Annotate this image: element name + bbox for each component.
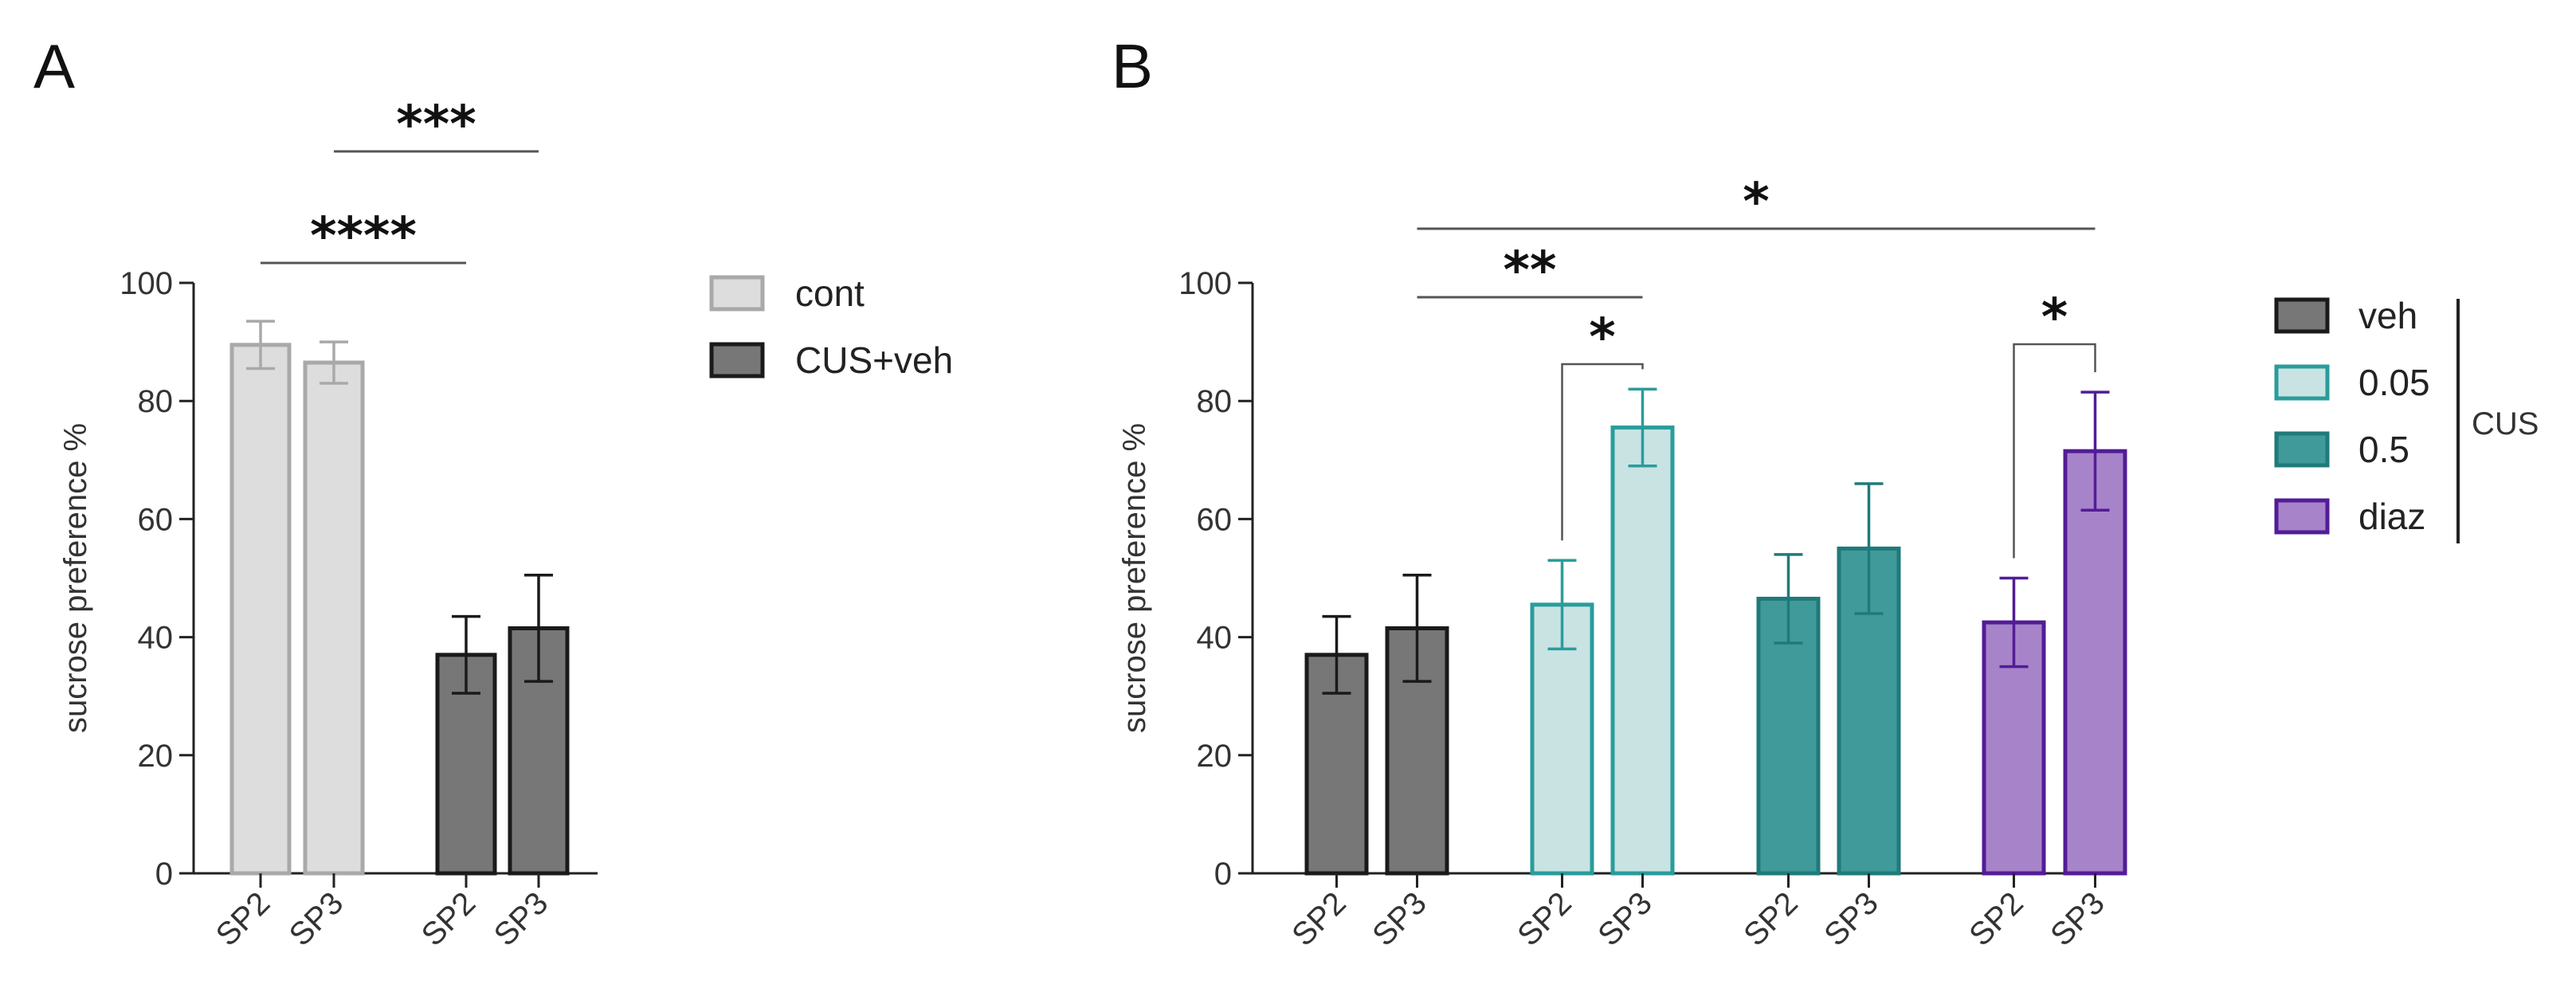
legend-swatch xyxy=(2274,431,2330,468)
y-axis-label: sucrose preference % xyxy=(1117,423,1152,733)
significance-stars: * xyxy=(1589,308,1615,367)
x-tick-label: SP3 xyxy=(2044,885,2111,953)
legend-label: 0.05 xyxy=(2358,362,2430,403)
legend-group-label: CUS xyxy=(2472,406,2539,441)
bar xyxy=(229,343,292,876)
legend-swatch xyxy=(709,275,765,312)
y-tick-label: 40 xyxy=(1197,621,1233,656)
x-tick-label: SP2 xyxy=(1511,885,1578,953)
bar xyxy=(2063,449,2127,876)
legend-swatch xyxy=(2274,498,2330,535)
y-tick-label: 20 xyxy=(1197,739,1233,774)
x-tick-label: SP2 xyxy=(1737,885,1805,953)
y-tick-label: 40 xyxy=(138,621,174,656)
y-tick-label: 80 xyxy=(138,384,174,419)
legend-label: 0.5 xyxy=(2358,429,2409,470)
x-tick-label: SP3 xyxy=(488,885,555,953)
x-tick-label: SP2 xyxy=(415,885,483,953)
bar xyxy=(303,360,365,876)
legend-label: veh xyxy=(2358,295,2417,336)
x-tick-label: SP3 xyxy=(1591,885,1659,953)
y-tick-label: 100 xyxy=(120,266,173,301)
legend-label: CUS+veh xyxy=(795,339,953,381)
y-tick-label: 20 xyxy=(138,739,174,774)
y-tick-label: 100 xyxy=(1178,266,1232,301)
y-tick-label: 60 xyxy=(1197,502,1233,537)
panel-label-a: A xyxy=(33,31,75,101)
y-tick-label: 0 xyxy=(155,857,173,892)
y-tick-label: 60 xyxy=(138,502,174,537)
legend-swatch xyxy=(2274,297,2330,334)
legend-swatch xyxy=(709,342,765,378)
significance-stars: **** xyxy=(310,207,417,266)
legend-label: cont xyxy=(795,273,865,314)
significance-stars: *** xyxy=(396,96,476,155)
y-tick-label: 0 xyxy=(1214,857,1232,892)
significance-bracket xyxy=(1561,363,1644,541)
y-axis-label: sucrose preference % xyxy=(58,423,93,733)
legend-label: diaz xyxy=(2358,496,2425,537)
x-tick-label: SP3 xyxy=(283,885,351,953)
significance-stars: ** xyxy=(1504,241,1557,300)
x-tick-label: SP3 xyxy=(1817,885,1885,953)
x-tick-label: SP3 xyxy=(1366,885,1433,953)
x-tick-label: SP2 xyxy=(210,885,277,953)
significance-bracket xyxy=(2013,343,2096,559)
bar xyxy=(1610,426,1675,876)
legend-swatch xyxy=(2274,364,2330,401)
significance-stars: * xyxy=(1743,173,1769,232)
y-tick-label: 80 xyxy=(1197,384,1233,419)
bar xyxy=(1756,596,1821,876)
x-tick-label: SP2 xyxy=(1285,885,1353,953)
x-tick-label: SP2 xyxy=(1962,885,2030,953)
significance-stars: * xyxy=(2041,288,2068,347)
panel-label-b: B xyxy=(1112,31,1153,101)
